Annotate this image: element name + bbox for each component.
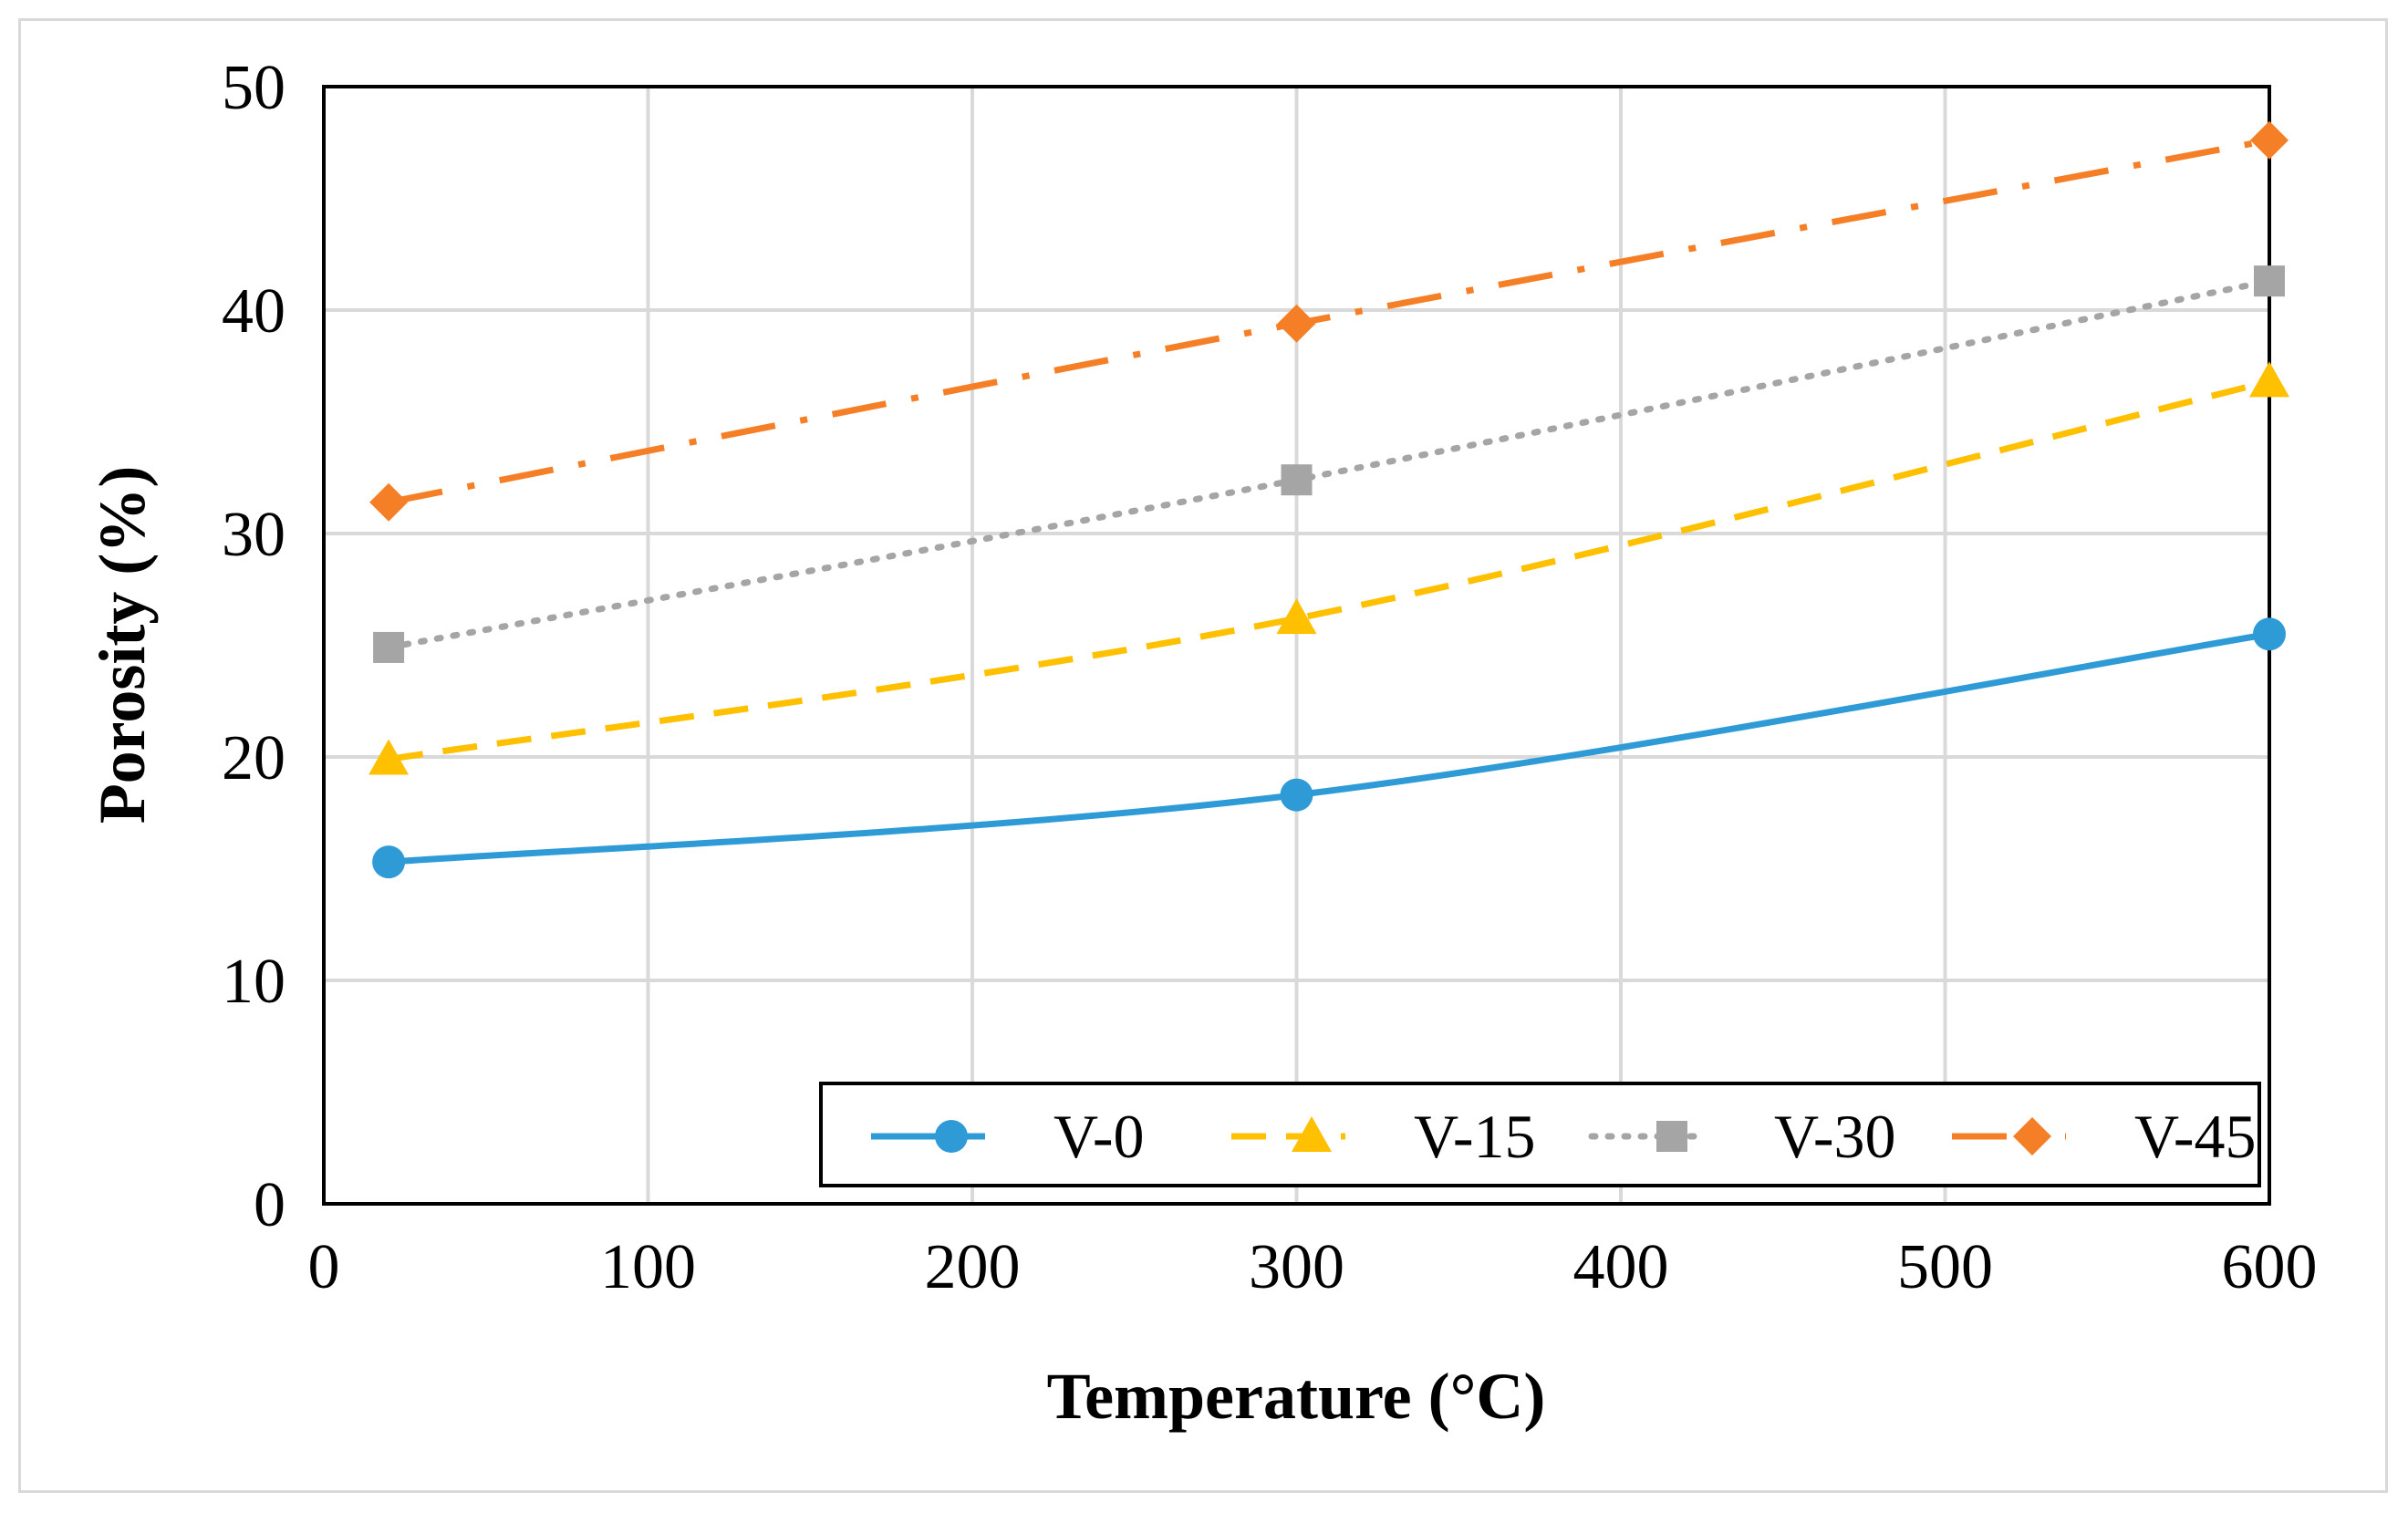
data-point	[368, 739, 410, 775]
legend-label: V-0	[1054, 1102, 1145, 1171]
grid-layer	[322, 85, 2271, 1206]
x-axis-title: Temperature (°C)	[1047, 1360, 1546, 1433]
legend-label: V-45	[2134, 1102, 2257, 1171]
series-line	[388, 137, 2270, 506]
legend-label: V-15	[1414, 1102, 1536, 1171]
legend-marker	[1656, 1121, 1687, 1152]
data-point	[1280, 778, 1313, 812]
series-v-0	[372, 617, 2286, 879]
y-tick-label: 40	[222, 276, 285, 347]
x-tick-label: 200	[925, 1232, 1021, 1302]
series-v-30	[373, 265, 2285, 663]
y-tick-label: 30	[222, 500, 285, 570]
x-tick-label: 400	[1573, 1232, 1669, 1302]
data-point	[2249, 361, 2289, 398]
tick-layer: 0 100 200 300 400 500 600 0 10 20 30 40 50	[222, 53, 2318, 1302]
data-point	[1276, 598, 1317, 635]
series-v-45	[369, 120, 2289, 522]
data-point	[1277, 304, 1316, 343]
legend-item-v-45: V-45	[1952, 1102, 2257, 1171]
y-tick-label: 10	[222, 947, 285, 1017]
legend-entries: V-0 V-15 V-30 V-45	[871, 1102, 2257, 1171]
data-point	[373, 631, 405, 663]
data-point	[372, 845, 406, 879]
y-tick-label: 20	[222, 723, 285, 793]
legend-marker	[1292, 1116, 1332, 1152]
series-line	[388, 630, 2270, 865]
series-line	[385, 277, 2273, 651]
series-v-15	[368, 361, 2289, 775]
legend-item-v-30: V-30	[1588, 1102, 1896, 1171]
series-layer	[368, 120, 2289, 879]
data-point	[2250, 120, 2289, 160]
data-point	[2253, 617, 2286, 651]
x-tick-label: 600	[2222, 1232, 2318, 1302]
data-point	[2254, 265, 2285, 297]
legend: V-0 V-15 V-30 V-45	[819, 1082, 2261, 1187]
y-tick-label: 0	[254, 1170, 285, 1240]
x-tick-label: 0	[308, 1232, 340, 1302]
series-line	[388, 378, 2270, 762]
data-point	[1281, 464, 1313, 496]
legend-label: V-30	[1774, 1102, 1896, 1171]
legend-item-v-0: V-0	[871, 1102, 1145, 1171]
legend-marker	[935, 1120, 968, 1153]
legend-marker	[2013, 1117, 2051, 1155]
x-tick-label: 100	[600, 1232, 696, 1302]
x-tick-label: 500	[1897, 1232, 1993, 1302]
data-point	[369, 482, 409, 522]
y-axis-title: Porosity (%)	[86, 466, 159, 824]
y-tick-label: 50	[222, 53, 285, 123]
x-tick-label: 300	[1249, 1232, 1344, 1302]
legend-item-v-15: V-15	[1231, 1102, 1536, 1171]
